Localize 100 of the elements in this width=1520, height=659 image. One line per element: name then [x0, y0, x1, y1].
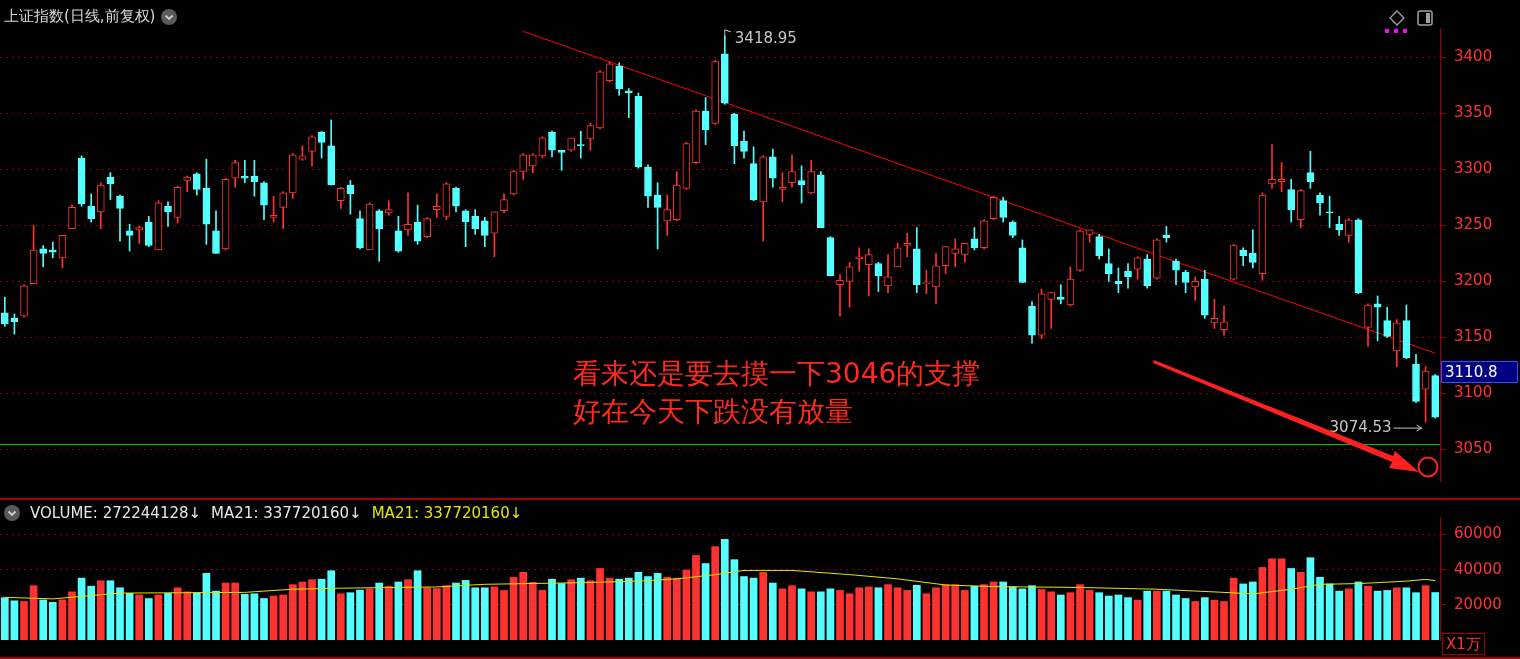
bar [1248, 581, 1257, 640]
bar [461, 580, 470, 640]
bar [308, 579, 316, 640]
y-tick-label: 3150 [1454, 327, 1493, 346]
y-tick-label: 20000 [1454, 594, 1502, 613]
y-tick-label: 3250 [1454, 215, 1493, 234]
bar [1181, 598, 1190, 640]
bar [490, 586, 499, 640]
bar [452, 582, 460, 640]
candlestick [1124, 263, 1132, 289]
bar [932, 587, 940, 640]
annotation: 看来还是要去摸一下3046的支撑 [573, 356, 981, 392]
bar [855, 587, 864, 640]
bar [1152, 590, 1161, 640]
candlestick [39, 245, 48, 268]
bar [39, 599, 48, 640]
bar [96, 580, 105, 640]
bar [548, 578, 556, 640]
candlestick [576, 130, 585, 159]
bar [375, 582, 384, 640]
bar [116, 587, 124, 640]
bar [663, 576, 672, 640]
candlestick [48, 241, 57, 259]
bar [740, 576, 748, 640]
bar [20, 601, 28, 640]
bar [365, 588, 374, 640]
bar [884, 584, 892, 640]
candlestick [864, 248, 873, 297]
candlestick [884, 254, 892, 293]
bar [807, 591, 816, 640]
annotation: 好在今天下跌没有放量 [573, 394, 853, 430]
bar [864, 586, 873, 640]
bar [1364, 585, 1372, 640]
bar [903, 590, 912, 640]
bar [1431, 592, 1440, 640]
candlestick [404, 192, 412, 236]
bar [356, 589, 364, 640]
bar [1018, 588, 1027, 640]
y-tick-label: 60000 [1454, 524, 1502, 543]
y-tick-label: 3050 [1454, 439, 1493, 458]
candlestick [1056, 284, 1065, 305]
bar [1037, 589, 1046, 640]
y-tick-label: 3100 [1454, 383, 1493, 402]
bar [87, 585, 96, 640]
bar [1172, 594, 1180, 640]
bar [1210, 599, 1219, 640]
bar [1239, 583, 1248, 640]
candlestick [384, 200, 393, 216]
bar [951, 584, 960, 640]
bar [788, 585, 796, 640]
bar [778, 588, 787, 640]
bar [183, 591, 192, 640]
bar [0, 597, 9, 640]
bar [279, 594, 288, 640]
bar [1412, 592, 1420, 640]
y-tick-label: 3300 [1454, 159, 1493, 178]
bar [1133, 599, 1142, 640]
bar [692, 555, 700, 640]
bar [519, 572, 528, 640]
bar [576, 577, 585, 640]
bar [327, 570, 336, 640]
y-tick-label: 3200 [1454, 271, 1493, 290]
candlestick [1047, 292, 1056, 329]
bar [836, 590, 844, 640]
bar [1008, 586, 1017, 640]
candlestick [951, 238, 960, 268]
bar [826, 588, 835, 640]
bar [1085, 590, 1094, 640]
bar [202, 573, 211, 640]
bar [1296, 572, 1305, 640]
bar [1335, 590, 1344, 640]
bar [1076, 584, 1084, 640]
bar [720, 538, 729, 640]
bar [538, 590, 547, 640]
bar [1306, 557, 1315, 640]
bar [500, 590, 508, 640]
candlestick [1268, 144, 1276, 189]
chart-title: VOLUME: 272244128↓ [30, 504, 202, 522]
bar [154, 594, 163, 640]
bar [749, 577, 758, 640]
bar [999, 581, 1008, 640]
candlestick [432, 193, 441, 218]
candlestick [624, 88, 633, 119]
bar [1277, 558, 1286, 640]
text: 3110.8 [1445, 362, 1498, 381]
bar [768, 582, 777, 640]
bar [960, 590, 969, 640]
bar [1162, 590, 1171, 640]
bar [173, 587, 182, 640]
bar [135, 594, 144, 640]
bar [759, 572, 768, 640]
bar [240, 593, 249, 640]
bar [1095, 592, 1104, 640]
bar [1047, 591, 1056, 640]
bar [1220, 601, 1228, 640]
bar [711, 546, 720, 640]
bar [1104, 595, 1113, 640]
bar [432, 588, 441, 640]
bar [1268, 558, 1276, 640]
bar [874, 587, 883, 640]
